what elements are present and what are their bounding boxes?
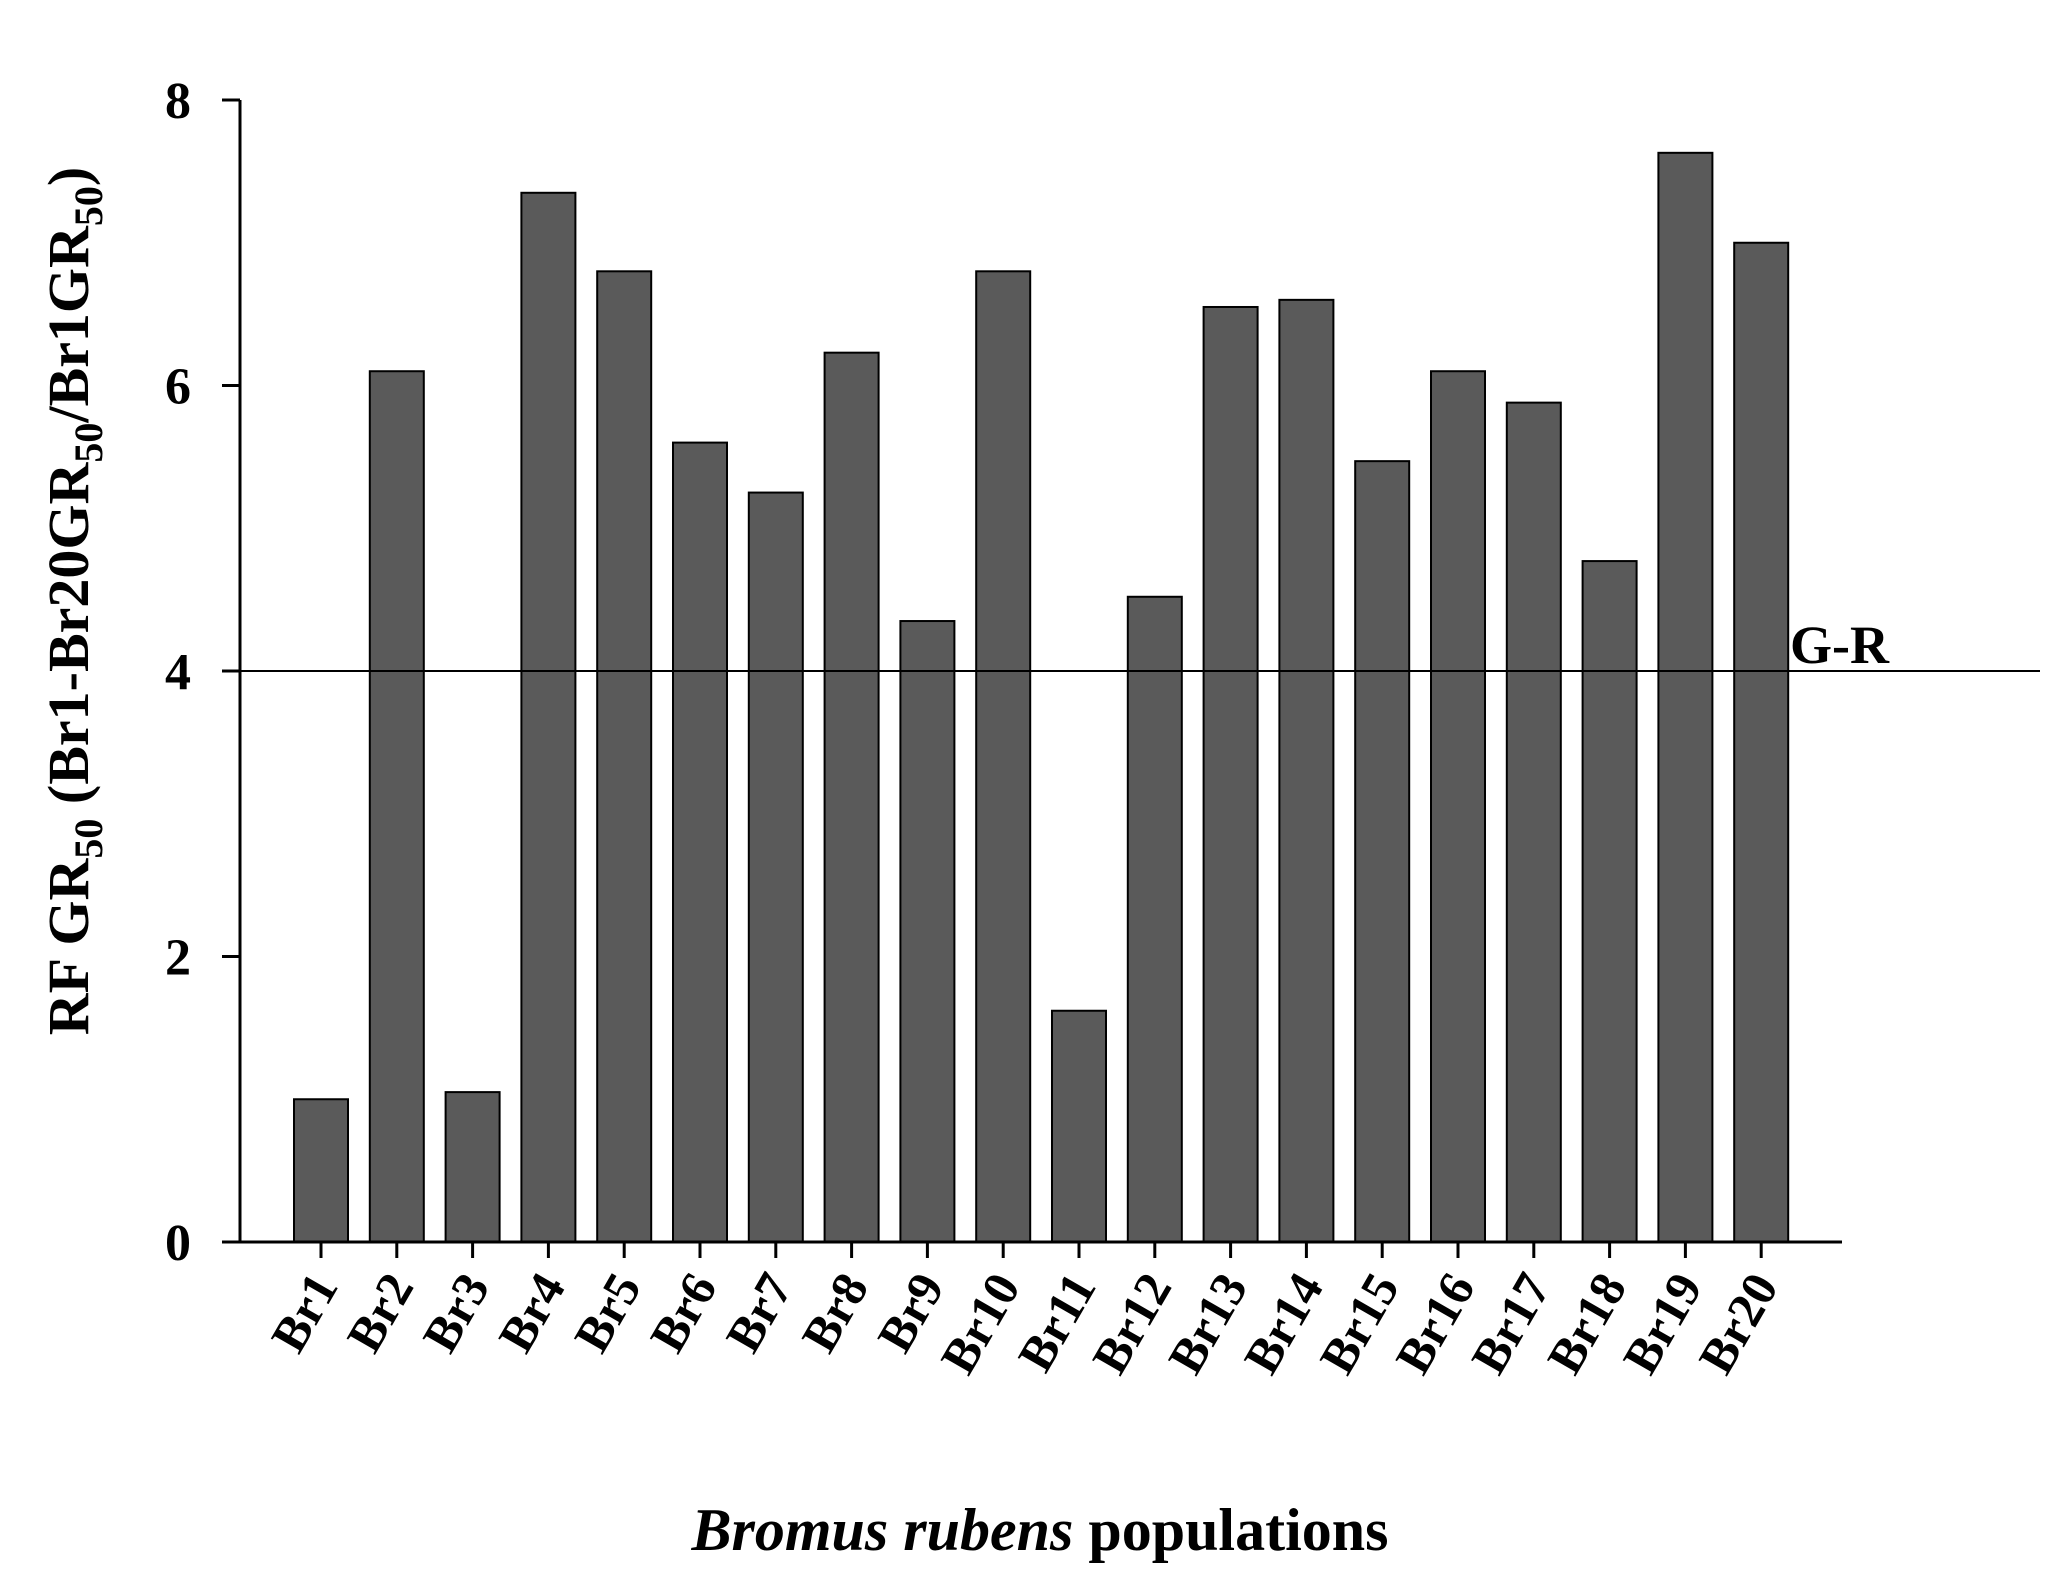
y-axis-label-sub3: 50 xyxy=(66,186,111,226)
bar-Br12 xyxy=(1126,595,1183,1243)
bar-Br20 xyxy=(1733,241,1790,1243)
y-tick-label-0: 0 xyxy=(165,1215,191,1272)
x-tick-label-Br8: Br8 xyxy=(790,1264,879,1362)
bar-Br3 xyxy=(444,1091,501,1244)
x-tick-label-Br6: Br6 xyxy=(639,1264,728,1362)
bar-Br7 xyxy=(747,491,804,1243)
y-axis-label-sub1: 50 xyxy=(66,819,111,859)
x-axis-label: Bromus rubens populations xyxy=(691,1497,1389,1563)
x-tick-label-Br1: Br1 xyxy=(260,1264,349,1362)
x-tick-label-Br2: Br2 xyxy=(336,1264,425,1362)
bar-Br17 xyxy=(1505,401,1562,1243)
x-tick-label-Br3: Br3 xyxy=(411,1264,500,1362)
y-axis-label-sub2: 50 xyxy=(66,423,111,463)
bars-group xyxy=(293,151,1790,1244)
x-tick-label-Br16: Br16 xyxy=(1384,1264,1485,1383)
y-axis-label-mid: (Br1-Br20GR xyxy=(36,462,101,819)
x-tick-label-Br20: Br20 xyxy=(1687,1264,1788,1383)
bar-Br1 xyxy=(293,1098,349,1243)
x-tick-label-Br13: Br13 xyxy=(1157,1264,1258,1383)
y-tick-label-4: 8 xyxy=(165,73,191,130)
y-ticks-group: 0 2 4 6 8 xyxy=(165,73,240,1272)
bar-Br18 xyxy=(1581,560,1638,1243)
y-axis-label-main: RF GR xyxy=(36,857,101,1035)
x-tick-label-Br11: Br11 xyxy=(1007,1264,1107,1381)
bar-Br2 xyxy=(368,370,425,1244)
bar-Br14 xyxy=(1278,298,1335,1244)
x-tick-label-Br19: Br19 xyxy=(1612,1264,1713,1383)
x-axis-label-italic: Bromus rubens xyxy=(691,1497,1074,1563)
bar-Br5 xyxy=(596,270,653,1243)
y-axis-label: RF GR50 (Br1-Br20GR50/Br1GR50) xyxy=(36,167,111,1036)
reference-line-label: G-R xyxy=(1790,615,1890,675)
x-tick-label-Br14: Br14 xyxy=(1233,1264,1334,1383)
y-tick-label-3: 6 xyxy=(165,359,191,416)
x-tick-label-Br17: Br17 xyxy=(1460,1264,1561,1383)
x-tick-label-Br12: Br12 xyxy=(1081,1264,1182,1383)
bar-Br10 xyxy=(975,270,1032,1243)
y-axis-label-end: ) xyxy=(36,167,101,186)
x-tick-label-Br10: Br10 xyxy=(929,1264,1030,1383)
bar-Br11 xyxy=(1051,1009,1107,1243)
bar-Br13 xyxy=(1202,305,1259,1243)
bar-Br4 xyxy=(520,191,577,1244)
bar-Br6 xyxy=(672,441,728,1244)
reference-line-group: G-R xyxy=(240,615,2040,675)
bar-Br16 xyxy=(1430,370,1486,1244)
x-tick-label-Br15: Br15 xyxy=(1308,1264,1409,1383)
x-tick-label-Br4: Br4 xyxy=(487,1264,576,1362)
bar-Br9 xyxy=(899,620,956,1243)
y-axis-label-mid2: /Br1GR xyxy=(36,225,101,424)
bar-Br8 xyxy=(823,351,880,1244)
x-tick-label-Br7: Br7 xyxy=(715,1264,804,1362)
x-ticks-group: Br1Br2Br3Br4Br5Br6Br7Br8Br9Br10Br11Br12B… xyxy=(260,1242,1789,1383)
y-tick-label-2: 4 xyxy=(165,644,191,701)
x-tick-label-Br18: Br18 xyxy=(1536,1264,1637,1383)
bar-Br19 xyxy=(1657,151,1714,1243)
y-tick-label-1: 2 xyxy=(165,930,191,987)
x-axis-label-rest: populations xyxy=(1073,1497,1388,1563)
bar-Br15 xyxy=(1354,460,1411,1244)
x-tick-label-Br5: Br5 xyxy=(563,1264,652,1362)
